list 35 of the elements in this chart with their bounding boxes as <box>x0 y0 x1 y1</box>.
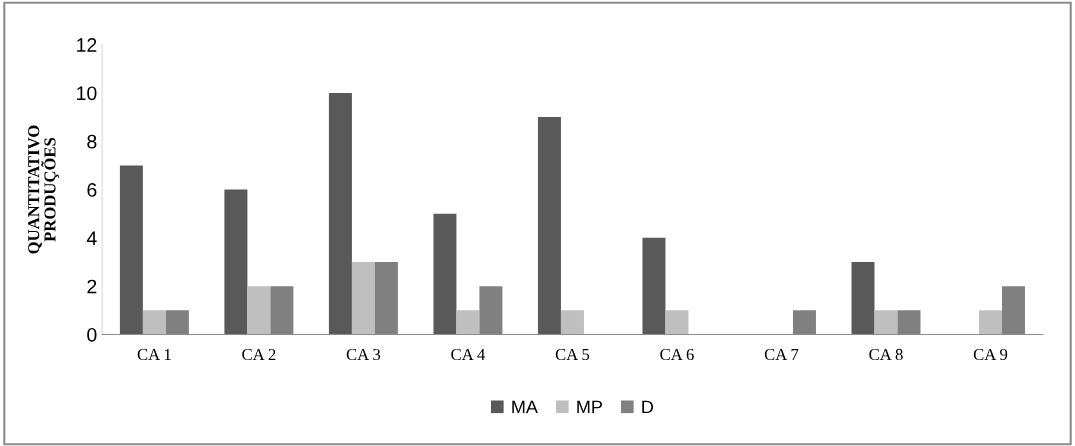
bar <box>247 286 271 335</box>
x-tick-label: CA 5 <box>555 348 590 361</box>
y-tick-label: 6 <box>87 183 97 197</box>
x-tick-label: CA 8 <box>869 348 903 361</box>
y-tick-label: 8 <box>87 134 97 149</box>
bar <box>874 310 898 335</box>
bar <box>537 117 561 335</box>
bar <box>119 165 143 335</box>
x-tick-label: CA 6 <box>660 348 694 361</box>
bar <box>665 310 689 335</box>
x-tick-label: CA 9 <box>973 348 1008 361</box>
legend-label: MA <box>512 400 538 414</box>
bar <box>142 310 166 335</box>
bar <box>328 92 352 335</box>
bar <box>560 310 584 335</box>
legend-label: D <box>642 400 654 414</box>
bar <box>433 213 457 335</box>
y-tick-label: 2 <box>87 279 97 294</box>
y-tick-label: 10 <box>77 86 97 101</box>
bar <box>456 310 480 335</box>
y-tick-label: 4 <box>86 231 97 245</box>
bar <box>351 262 375 335</box>
bar <box>979 310 1002 335</box>
bar <box>224 189 248 335</box>
legend-label: MP <box>577 400 602 414</box>
x-tick-label: CA 2 <box>242 348 276 361</box>
x-tick-label: CA 3 <box>346 348 381 361</box>
x-tick-label: CA 4 <box>451 348 486 361</box>
y-tick-label: 12 <box>77 38 97 52</box>
x-tick-label: CA 7 <box>764 348 799 361</box>
y-axis-title: QUANTITATIVO PRODUÇÕES <box>28 125 59 254</box>
x-tick-label: CA 1 <box>137 348 171 361</box>
bar <box>851 262 875 335</box>
y-tick-label: 0 <box>87 327 97 342</box>
bar <box>642 237 666 335</box>
